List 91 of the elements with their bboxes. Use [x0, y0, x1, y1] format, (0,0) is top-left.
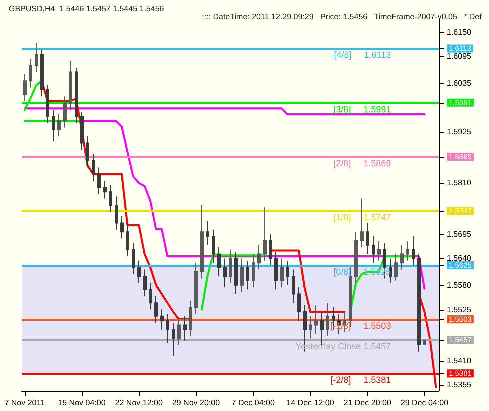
- candlestick: [394, 254, 398, 282]
- y-tick-label: 1.5355: [447, 380, 472, 390]
- candlestick: [372, 236, 375, 264]
- candlestick: [194, 262, 198, 315]
- candlestick: [377, 240, 381, 262]
- candlestick: [326, 302, 329, 337]
- candlestick: [23, 74, 27, 102]
- x-tick-label: 21 Dec 20:00: [344, 398, 392, 408]
- candlestick: [46, 85, 49, 124]
- candlestick: [400, 244, 404, 270]
- candlestick: [109, 184, 112, 213]
- candlestick: [269, 234, 272, 266]
- chart-subtitle: :::: DateTime: 2011.12.29 09:29 Price: 1.5456 TimeFrame-2007-v0.05 * Def: [202, 12, 483, 22]
- candlestick: [229, 249, 232, 284]
- chart-title: GBPUSD,H4 1.5446 1.5457 1.5445 1.5456: [9, 4, 165, 14]
- candlestick: [354, 232, 358, 284]
- ref-line-label: [1/8] 1.5747: [334, 212, 392, 223]
- candlestick: [172, 322, 175, 357]
- x-tick-label: 22 Nov 12:00: [115, 398, 164, 408]
- candlestick: [154, 296, 158, 324]
- x-tick-label: 15 Nov 04:00: [58, 398, 106, 408]
- candlestick: [234, 252, 238, 295]
- candlestick: [246, 260, 249, 290]
- candlestick: [217, 247, 221, 277]
- candlestick: [92, 154, 95, 182]
- candlestick: [297, 287, 301, 322]
- candlestick: [406, 240, 409, 262]
- candlestick: [389, 258, 392, 284]
- x-tick-label: 29 Nov 20:00: [172, 398, 221, 408]
- candlestick: [86, 136, 89, 168]
- x-tick-label: 29 Dec 04:00: [400, 398, 450, 408]
- candlestick: [240, 258, 244, 293]
- candlestick: [423, 339, 426, 346]
- candlestick: [286, 260, 289, 286]
- ref-line-label: [4/8] 1.6113: [334, 50, 392, 60]
- candlestick: [132, 242, 135, 275]
- candlestick: [35, 42, 38, 73]
- candlestick: [292, 269, 295, 304]
- ref-line-label: [2/8] 1.5869: [334, 158, 392, 169]
- y-tick-label: 1.5525: [447, 305, 472, 314]
- candlestick: [417, 254, 421, 352]
- y-tick-label: 1.5810: [447, 178, 472, 188]
- y-tick-label: 1.5640: [447, 254, 472, 264]
- ref-line-label: [-2/8] 1.5381: [330, 375, 392, 386]
- candlestick: [166, 314, 169, 344]
- candlestick: [149, 282, 152, 310]
- y-tick-label: 1.6150: [447, 28, 472, 37]
- candlestick: [263, 207, 267, 262]
- candlestick: [360, 198, 364, 248]
- y-tick-label: 1.5410: [447, 356, 472, 366]
- candlestick: [57, 114, 61, 138]
- candlestick: [206, 220, 209, 246]
- y-tick-label: 1.6035: [447, 78, 472, 88]
- candlestick: [97, 167, 101, 195]
- x-tick-label: 7 Nov 2011: [4, 398, 46, 408]
- candlestick: [63, 96, 67, 128]
- candlestick: [252, 254, 255, 288]
- candlestick: [29, 58, 32, 88]
- candlestick: [126, 224, 129, 257]
- y-tick-label: 1.6095: [447, 52, 472, 62]
- candlestick: [200, 204, 204, 280]
- candlestick: [309, 316, 312, 340]
- y-tick-label: 1.5580: [447, 280, 472, 290]
- candlestick: [80, 112, 84, 150]
- candlestick: [366, 222, 369, 255]
- candlestick: [115, 196, 118, 230]
- candlestick: [412, 236, 415, 266]
- candlestick: [52, 110, 55, 142]
- candlestick: [212, 229, 215, 264]
- x-tick-label: 14 Dec 12:00: [286, 398, 335, 408]
- candlestick: [103, 180, 107, 200]
- candlestick: [137, 260, 141, 284]
- candlestick: [280, 258, 284, 288]
- candlestick: [183, 316, 187, 342]
- y-tick-label: 1.5695: [447, 230, 472, 239]
- candlestick: [189, 300, 192, 337]
- candlestick: [314, 304, 318, 335]
- candlestick: [257, 244, 261, 270]
- y-tick-label: 1.5925: [447, 128, 472, 137]
- candlestick: [349, 267, 352, 328]
- candlestick: [40, 50, 44, 98]
- candlestick: [274, 252, 278, 290]
- candlestick: [75, 67, 78, 124]
- ref-line-label: [3/8] 1.5991: [334, 104, 392, 114]
- candlestick: [120, 216, 124, 240]
- candlestick: [160, 309, 164, 330]
- candlestick: [223, 258, 227, 288]
- x-tick-label: 7 Dec 04:00: [232, 398, 276, 408]
- candlestick: [69, 60, 72, 110]
- candlestick: [143, 269, 147, 297]
- candlestick: [177, 318, 181, 346]
